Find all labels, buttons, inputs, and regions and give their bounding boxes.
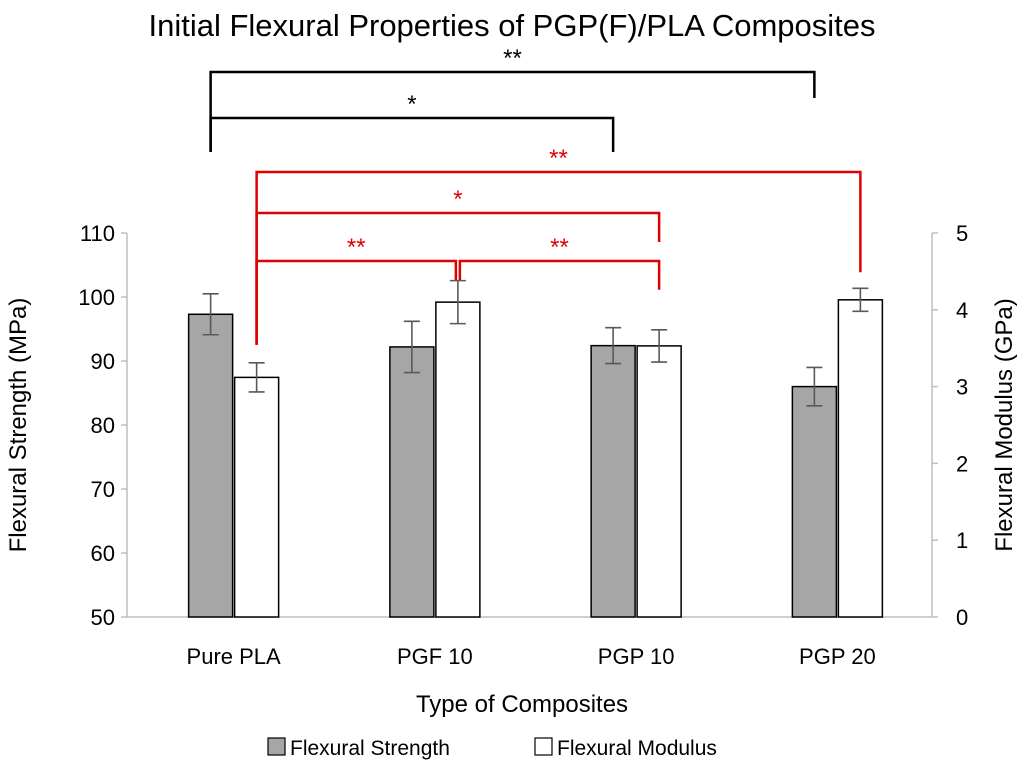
y2-tick-label: 5 xyxy=(956,221,968,246)
x-axis-title: Type of Composites xyxy=(416,691,628,718)
y2-tick-label: 1 xyxy=(956,528,968,553)
x-tick-label: PGP 10 xyxy=(598,644,675,669)
significance-bracket xyxy=(458,259,661,290)
significance-bracket xyxy=(209,70,816,152)
bar-modulus-1 xyxy=(435,301,481,618)
y2-tick-label: 4 xyxy=(956,298,968,323)
bar-strength-3 xyxy=(791,385,838,618)
bar-modulus-0 xyxy=(233,376,280,618)
legend-label-modulus: Flexural Modulus xyxy=(557,737,717,760)
significance-bracket xyxy=(255,259,458,345)
y-tick-label: 90 xyxy=(91,349,115,374)
y-axis-ticks: 50 60 70 80 90 100 110 xyxy=(78,221,127,630)
significance-label: ** xyxy=(549,145,568,172)
legend-swatch-strength xyxy=(267,737,286,756)
y2-axis-title: Flexural Modulus (GPa) xyxy=(991,298,1018,551)
x-tick-label: PGF 10 xyxy=(397,644,473,669)
x-tick-label: PGP 20 xyxy=(799,644,876,669)
chart-title: Initial Flexural Properties of PGP(F)/PL… xyxy=(148,8,875,43)
y2-axis-ticks: 0 1 2 3 4 5 xyxy=(932,221,968,630)
bars xyxy=(187,299,884,618)
legend-label-strength: Flexural Strength xyxy=(290,737,450,760)
y-tick-label: 50 xyxy=(91,605,115,630)
y-tick-label: 70 xyxy=(91,477,115,502)
legend: Flexural Strength Flexural Modulus xyxy=(267,737,717,760)
significance-label: ** xyxy=(550,234,569,261)
significance-bracket xyxy=(209,116,615,152)
y-tick-label: 100 xyxy=(78,285,115,310)
legend-swatch-modulus xyxy=(534,737,553,756)
bar-strength-0 xyxy=(187,313,234,618)
bar-strength-1 xyxy=(389,346,435,618)
y-tick-label: 110 xyxy=(80,221,115,246)
significance-label: * xyxy=(453,186,462,213)
x-axis-categories: Pure PLA PGF 10 PGP 10 PGP 20 xyxy=(187,644,876,669)
bar-modulus-3 xyxy=(837,299,884,618)
y-tick-label: 60 xyxy=(91,541,115,566)
y-tick-label: 80 xyxy=(91,413,115,438)
x-tick-label: Pure PLA xyxy=(187,644,281,669)
significance-label: * xyxy=(407,91,416,118)
y-axis-title: Flexural Strength (MPa) xyxy=(5,298,32,553)
bar-modulus-2 xyxy=(636,345,682,618)
y2-tick-label: 2 xyxy=(956,451,968,476)
significance-brackets: ******** ** xyxy=(209,45,862,345)
significance-label: ** xyxy=(347,234,366,261)
y2-tick-label: 0 xyxy=(956,605,968,630)
error-bars xyxy=(202,279,869,407)
y2-tick-label: 3 xyxy=(956,375,968,400)
bar-strength-2 xyxy=(590,344,636,618)
significance-label: ** xyxy=(503,45,522,72)
